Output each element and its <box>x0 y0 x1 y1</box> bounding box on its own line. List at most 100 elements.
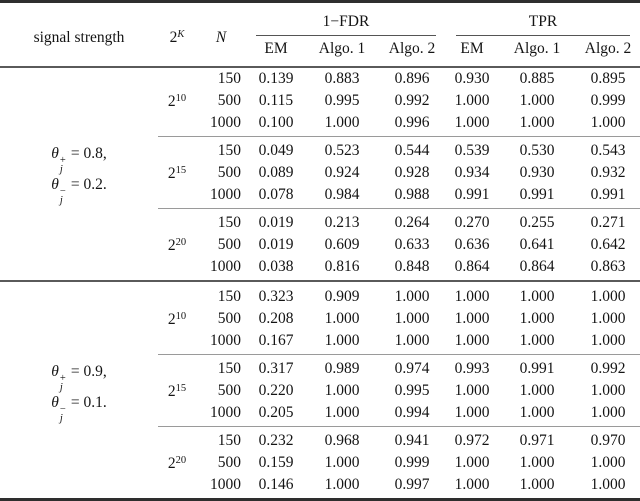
value-cell: 0.213 <box>306 208 378 234</box>
value-cell: 0.100 <box>258 114 294 131</box>
table-row: θ + j = 0.9, θ − j = 0.1. 210 150 0.323 0.909 1.000 1… <box>0 280 640 500</box>
value-cell: 0.971 <box>498 426 576 452</box>
theta-symbol: θ <box>51 394 59 411</box>
k-exponent: 10 <box>175 311 187 322</box>
k-base: 2 <box>167 237 176 254</box>
theta-equation: θ + j = 0.8, <box>0 143 158 174</box>
k-cell: 210 <box>158 67 196 137</box>
value-cell: 1.000 <box>590 114 626 131</box>
value-cell: 0.049 <box>246 136 306 162</box>
value-cell: 0.205 <box>258 404 294 421</box>
header-group-fdr: 1−FDR <box>246 2 446 36</box>
theta-supsub: − j <box>59 187 66 206</box>
n-cell: 150 <box>196 354 246 380</box>
table-row: 1000 0.078 0.984 0.988 0.991 0.991 0.991 <box>0 184 640 209</box>
value-cell: 0.270 <box>446 208 498 234</box>
value-cell: 1.000 <box>590 454 626 471</box>
value-cell: 0.864 <box>454 258 490 275</box>
n-cell: 500 <box>217 310 241 327</box>
theta-subscript: j <box>59 163 63 175</box>
value-cell: 0.968 <box>306 426 378 452</box>
theta-superscript: + <box>59 155 66 166</box>
theta-value: = 0.9, <box>70 363 107 380</box>
n-cell: 500 <box>217 454 241 471</box>
n-cell: 1000 <box>210 404 241 421</box>
theta-subscript: j <box>59 194 63 206</box>
n-cell: 1000 <box>210 114 241 131</box>
k-exponent: 15 <box>175 383 187 394</box>
theta-value: = 0.1. <box>70 394 107 411</box>
value-cell: 0.543 <box>576 136 640 162</box>
theta-subscript: j <box>59 412 63 424</box>
value-cell: 0.636 <box>454 236 490 253</box>
value-cell: 0.139 <box>258 70 294 87</box>
n-cell: 150 <box>196 426 246 452</box>
value-cell: 1.000 <box>394 332 430 349</box>
k-exponent: 15 <box>175 165 187 176</box>
theta-supsub: + j <box>59 374 66 393</box>
theta-symbol: θ <box>51 363 59 380</box>
theta-subscript: j <box>59 381 63 393</box>
value-cell: 1.000 <box>576 280 640 308</box>
value-cell: 0.220 <box>258 382 294 399</box>
value-cell: 1.000 <box>454 310 490 327</box>
value-cell: 0.167 <box>258 332 294 349</box>
value-cell: 1.000 <box>454 382 490 399</box>
k-base: 2 <box>167 165 176 182</box>
value-cell: 1.000 <box>519 454 555 471</box>
theta-symbol: θ <box>51 176 59 193</box>
k-base: 2 <box>167 93 176 110</box>
value-cell: 0.999 <box>394 454 430 471</box>
value-cell: 1.000 <box>324 382 360 399</box>
value-cell: 1.000 <box>454 454 490 471</box>
table-row: 215 150 0.317 0.989 0.974 0.993 0.991 0.992 <box>0 354 640 427</box>
value-cell: 0.999 <box>590 92 626 109</box>
value-cell: 1.000 <box>519 332 555 349</box>
table-row: 1000 0.205 1.000 0.994 1.000 1.000 1.000 <box>0 402 640 427</box>
k-exponent: 20 <box>175 455 187 466</box>
value-cell: 0.991 <box>519 186 555 203</box>
value-cell: 0.115 <box>258 92 294 109</box>
table-body: θ + j = 0.8, θ − j = 0.2. 210 150 0.139 0.883 0.896 0… <box>0 67 640 500</box>
table-row: θ + j = 0.8, θ − j = 0.2. 210 150 0.139 0.883 0.896 0… <box>0 67 640 205</box>
value-cell: 0.523 <box>306 136 378 162</box>
value-cell: 0.992 <box>394 92 430 109</box>
header-2k-base: 2 <box>169 28 178 46</box>
value-cell: 0.989 <box>306 354 378 380</box>
theta-supsub: − j <box>59 405 66 424</box>
value-cell: 0.970 <box>576 426 640 452</box>
signal-strength-cell: θ + j = 0.9, θ − j = 0.1. <box>0 280 158 500</box>
value-cell: 1.000 <box>394 310 430 327</box>
table-row: 500 0.089 0.924 0.928 0.934 0.930 0.932 <box>0 162 640 184</box>
header-tpr-algo2: Algo. 2 <box>576 36 640 68</box>
n-cell: 150 <box>196 280 246 308</box>
value-cell: 1.000 <box>454 92 490 109</box>
value-cell: 0.988 <box>394 186 430 203</box>
value-cell: 1.000 <box>378 280 446 308</box>
value-cell: 0.633 <box>394 236 430 253</box>
value-cell: 0.996 <box>394 114 430 131</box>
table-row: 220 150 0.232 0.968 0.941 0.972 0.971 0.970 <box>0 426 640 500</box>
table-row: 1000 0.146 1.000 0.997 1.000 1.000 1.000 <box>0 474 640 500</box>
value-cell: 1.000 <box>590 382 626 399</box>
table-row: 500 0.115 0.995 0.992 1.000 1.000 0.999 <box>0 90 640 112</box>
value-cell: 1.000 <box>590 332 626 349</box>
n-cell: 500 <box>217 92 241 109</box>
value-cell: 1.000 <box>446 280 498 308</box>
k-base: 2 <box>167 455 176 472</box>
k-base: 2 <box>167 311 176 328</box>
value-cell: 0.019 <box>246 208 306 234</box>
value-cell: 0.642 <box>590 236 626 253</box>
value-cell: 0.909 <box>306 280 378 308</box>
table-row: 215 150 0.049 0.523 0.544 0.539 0.530 0.543 <box>0 136 640 209</box>
value-cell: 0.895 <box>590 70 626 87</box>
value-cell: 0.896 <box>394 70 430 87</box>
value-cell: 0.997 <box>394 476 430 493</box>
value-cell: 1.000 <box>519 404 555 421</box>
value-cell: 1.000 <box>324 454 360 471</box>
k-exponent: 20 <box>175 237 187 248</box>
value-cell: 1.000 <box>590 476 626 493</box>
value-cell: 1.000 <box>324 332 360 349</box>
value-cell: 1.000 <box>324 404 360 421</box>
